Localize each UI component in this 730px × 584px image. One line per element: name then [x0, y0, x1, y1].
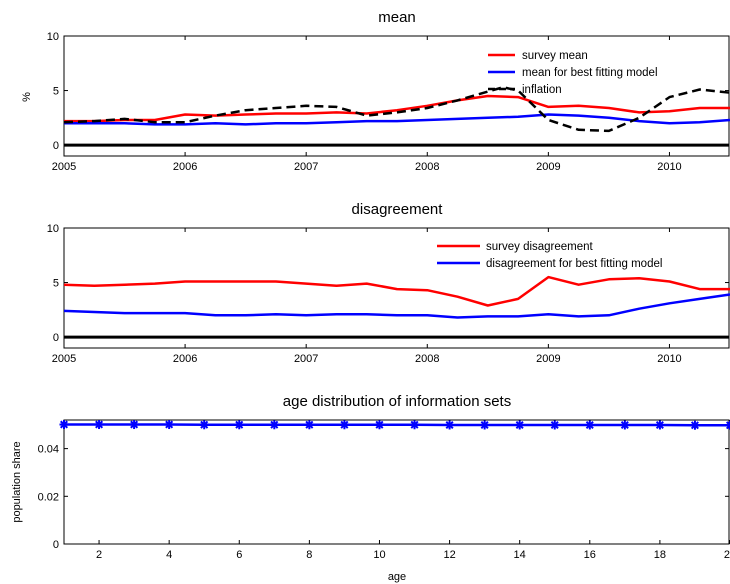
y-tick-label: 0	[53, 539, 59, 551]
y-tick-label: 0	[53, 332, 59, 344]
axes: 2005 2006 2007 2008 2009 2010 0 5 10	[47, 223, 730, 365]
y-tick-label: 5	[53, 86, 59, 98]
x-tick-label: 10	[373, 549, 385, 561]
data-point-marker	[374, 420, 384, 430]
y-tick-label: 5	[53, 278, 59, 290]
data-point-marker	[620, 420, 630, 430]
chart-panel-disagreement: disagreement 2005 2006 2007 2008 2009 2010 0 5 1…	[47, 201, 730, 365]
y-tick-label: 10	[47, 223, 59, 235]
x-tick-label: 8	[306, 549, 312, 561]
data-point-marker	[269, 420, 279, 430]
legend-label-mean-best-fitting-model: mean for best fitting model	[522, 67, 658, 79]
data-point-marker	[339, 420, 349, 430]
series-line-inflation	[63, 86, 730, 133]
series-lines	[59, 420, 730, 430]
x-tick-label: 14	[514, 549, 526, 561]
x-axis-label: age	[388, 571, 406, 583]
x-tick-label: 2006	[173, 161, 197, 173]
data-point-marker	[515, 420, 525, 430]
data-point-marker	[410, 420, 420, 430]
y-tick-label: 0	[53, 140, 59, 152]
data-point-marker	[199, 420, 209, 430]
series-line-survey-mean	[64, 94, 730, 123]
legend-label-disagreement-best-fitting-model: disagreement for best fitting model	[486, 258, 662, 270]
chart-title: mean	[378, 9, 416, 26]
x-tick-label: 2005	[52, 161, 76, 173]
x-tick-label: 2007	[294, 353, 318, 365]
x-tick-label: 2008	[415, 161, 439, 173]
x-tick-label: 2007	[294, 161, 318, 173]
y-tick-label: 10	[47, 31, 59, 43]
data-point-marker	[550, 420, 560, 430]
data-point-marker	[690, 420, 700, 430]
x-tick-label: 20	[724, 549, 730, 561]
x-tick-label: 2009	[536, 353, 560, 365]
legend-label-survey-mean: survey mean	[522, 50, 588, 62]
x-tick-label: 2009	[536, 161, 560, 173]
x-tick-label: 2010	[657, 353, 681, 365]
series-lines	[63, 86, 730, 147]
x-tick-label: 4	[166, 549, 172, 561]
series-line-disagreement-for-best-fitting-model	[63, 293, 730, 319]
legend-label-inflation: inflation	[522, 84, 562, 96]
data-point-marker	[480, 420, 490, 430]
chart-panel-mean: mean % 2005 2006 2007 2008 2009 2010 0 5 10 surv…	[21, 9, 730, 173]
axes: 2 4 6 8 10 12 14 16 18 20 0 0.02 0.04	[38, 419, 730, 561]
chart-title: age distribution of information sets	[283, 393, 511, 410]
series-line-population-share	[64, 423, 730, 427]
y-axis-label: population share	[11, 441, 23, 522]
data-point-marker	[585, 420, 595, 430]
series-line-survey-disagreement	[63, 275, 730, 307]
x-tick-label: 16	[584, 549, 596, 561]
legend: survey mean mean for best fitting model …	[488, 50, 658, 96]
data-point-marker	[129, 420, 139, 430]
series-line-mean-for-best-fitting-model	[64, 113, 730, 126]
axes: 2005 2006 2007 2008 2009 2010 0 5 10	[47, 31, 730, 173]
y-tick-label: 0.04	[38, 444, 59, 456]
y-axis-label: %	[21, 92, 33, 102]
plot-area-frame	[63, 419, 730, 545]
x-tick-label: 2005	[52, 353, 76, 365]
legend: survey disagreement disagreement for bes…	[437, 241, 662, 270]
x-tick-label: 2008	[415, 353, 439, 365]
data-point-marker	[725, 420, 730, 430]
data-point-marker	[655, 420, 665, 430]
data-point-marker	[94, 420, 104, 430]
data-point-marker	[445, 420, 455, 430]
y-tick-label: 0.02	[38, 491, 59, 503]
chart-title: disagreement	[352, 201, 444, 218]
x-tick-label: 18	[654, 549, 666, 561]
x-tick-label: 2	[96, 549, 102, 561]
x-tick-label: 6	[236, 549, 242, 561]
data-point-marker	[234, 420, 244, 430]
x-tick-label: 12	[443, 549, 455, 561]
data-point-marker	[164, 420, 174, 430]
chart-panel-age-distribution: age distribution of information sets pop…	[11, 393, 730, 583]
x-tick-label: 2006	[173, 353, 197, 365]
data-point-marker	[304, 420, 314, 430]
legend-label-survey-disagreement: survey disagreement	[486, 241, 594, 253]
x-tick-label: 2010	[657, 161, 681, 173]
data-point-marker	[59, 420, 69, 430]
series-lines	[63, 275, 730, 339]
plot-area-frame	[63, 35, 730, 157]
